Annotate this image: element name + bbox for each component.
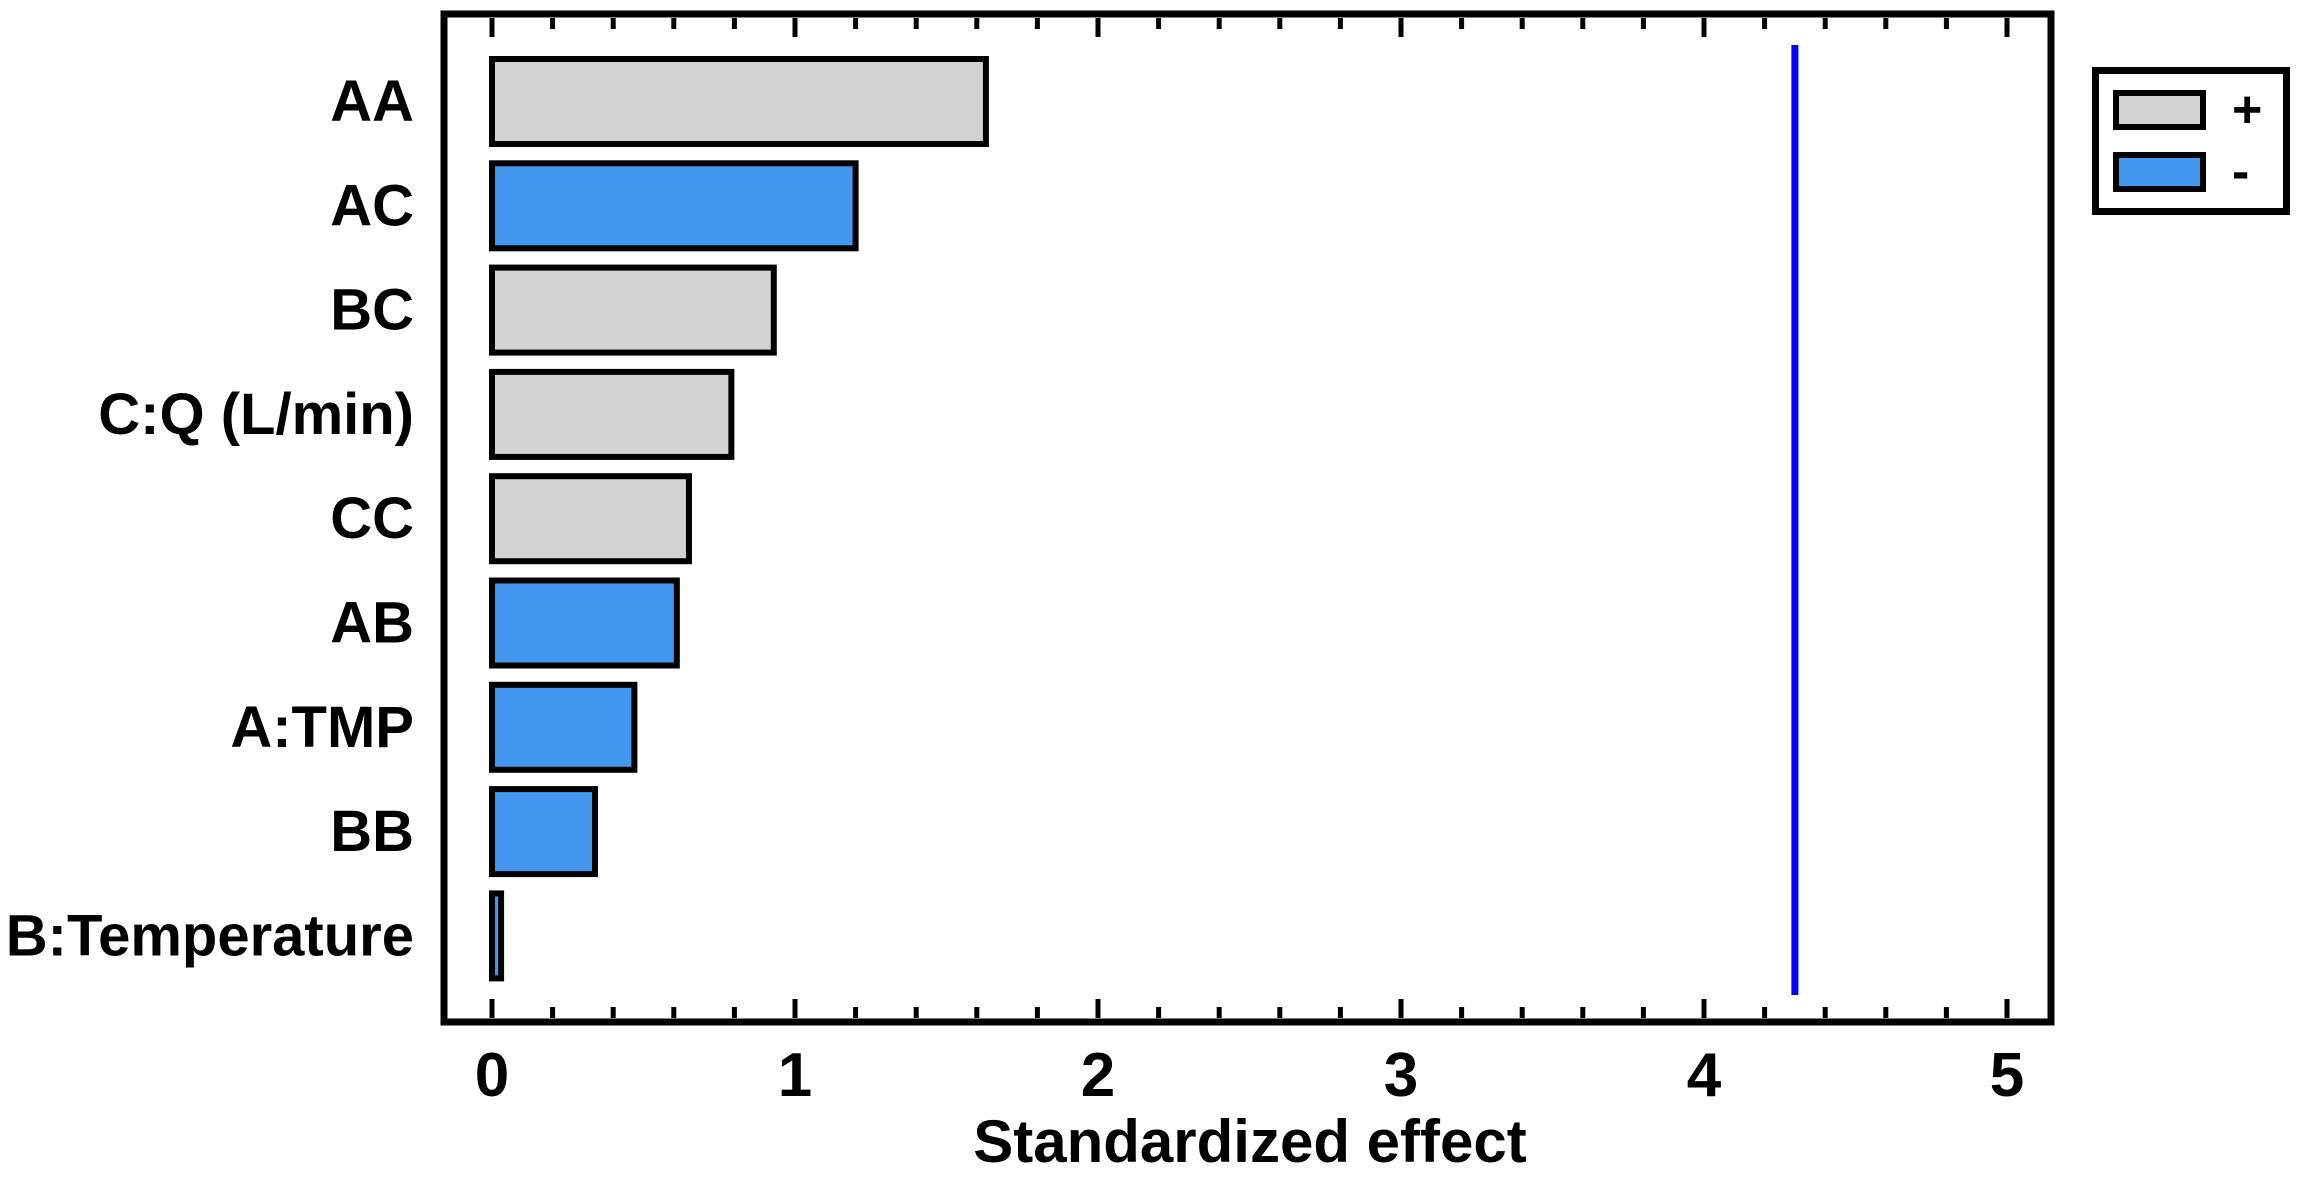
bar-cc <box>489 473 692 565</box>
legend: + - <box>2092 67 2290 215</box>
x-tick-label: 0 <box>475 1041 509 1110</box>
x-tick-label: 4 <box>1687 1041 1722 1110</box>
x-tick-label: 5 <box>1990 1041 2024 1110</box>
legend-negative-swatch <box>2113 152 2206 192</box>
bar-ac <box>489 160 859 252</box>
bar-b-temperature <box>489 890 505 982</box>
category-label: AA <box>330 69 414 134</box>
x-axis-title: Standardized effect <box>973 1108 1526 1175</box>
legend-positive-swatch <box>2113 90 2206 130</box>
plot-frame <box>440 10 2055 1026</box>
x-tick-label: 3 <box>1384 1041 1418 1110</box>
legend-item-positive: + <box>2113 81 2283 139</box>
bar-a-tmp <box>489 681 638 773</box>
legend-positive-label: + <box>2232 81 2263 139</box>
bar-aa <box>489 56 989 147</box>
category-label: AC <box>330 173 414 238</box>
legend-negative-label: - <box>2232 143 2250 201</box>
category-label: B:Temperature <box>6 903 414 968</box>
bar-bc <box>489 264 777 356</box>
bar-bb <box>489 786 599 878</box>
category-label: A:TMP <box>230 695 414 760</box>
category-label: CC <box>330 486 414 551</box>
plot-content: 0 1 2 3 4 5 AA AC BC C:Q (L/min) CC AB A:TMP BB B:Temp… <box>6 18 2024 1110</box>
category-label: BC <box>330 278 414 343</box>
bar-ab <box>489 577 680 669</box>
x-tick-label: 2 <box>1081 1041 1115 1110</box>
category-label: BB <box>330 799 414 864</box>
category-label: C:Q (L/min) <box>98 382 414 447</box>
bar-c-q-l-min- <box>489 368 735 460</box>
x-tick-label: 1 <box>778 1041 812 1110</box>
legend-item-negative: - <box>2113 143 2283 201</box>
category-label: AB <box>330 591 414 656</box>
